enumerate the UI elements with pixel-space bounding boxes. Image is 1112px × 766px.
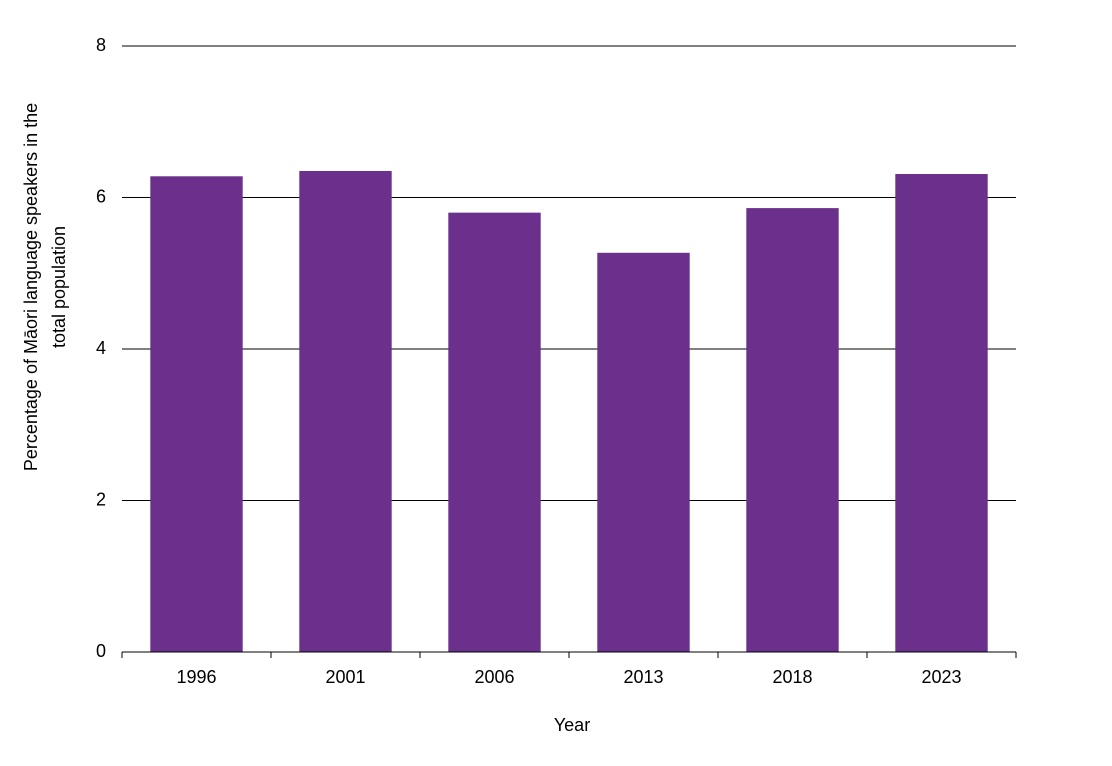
x-tick-label: 2013 bbox=[623, 667, 663, 687]
x-tick-label: 1996 bbox=[176, 667, 216, 687]
x-axis-title: Year bbox=[554, 715, 590, 735]
y-axis-title-line: Percentage of Māori language speakers in… bbox=[21, 103, 41, 471]
x-tick-label: 2018 bbox=[772, 667, 812, 687]
x-tick-label: 2006 bbox=[474, 667, 514, 687]
bar bbox=[746, 208, 839, 653]
y-tick-label: 2 bbox=[96, 489, 106, 509]
bar bbox=[448, 212, 541, 652]
y-tick-label: 4 bbox=[96, 338, 106, 358]
y-axis-title: Percentage of Māori language speakers in… bbox=[21, 103, 69, 471]
x-tick-label: 2001 bbox=[325, 667, 365, 687]
y-tick-label: 8 bbox=[96, 35, 106, 55]
y-tick-label: 6 bbox=[96, 186, 106, 206]
y-axis-title-line: total population bbox=[49, 226, 69, 348]
x-tick-label: 2023 bbox=[921, 667, 961, 687]
bar bbox=[299, 170, 392, 653]
y-tick-label: 0 bbox=[96, 641, 106, 661]
bar bbox=[150, 176, 243, 653]
bar bbox=[597, 252, 690, 653]
bar bbox=[895, 174, 988, 652]
